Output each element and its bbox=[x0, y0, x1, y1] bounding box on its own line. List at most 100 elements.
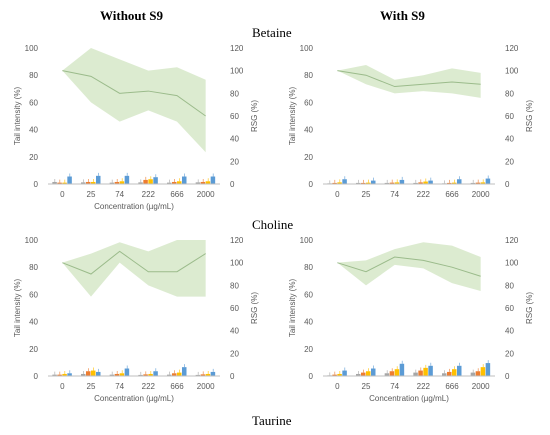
y2-tick-label: 0 bbox=[505, 180, 510, 189]
bar-orange bbox=[332, 374, 337, 376]
bar-orange bbox=[475, 182, 481, 184]
bar-gray bbox=[470, 182, 476, 184]
bar-orange bbox=[418, 182, 423, 184]
x-tick-label: 25 bbox=[87, 382, 96, 391]
bar-blue bbox=[153, 177, 158, 184]
y2-tick-label: 80 bbox=[230, 281, 239, 290]
chart-with-s9-betaine: 0 20 40 60 80 100 0 20 40 60 80 100 120 Tail intensit… bbox=[288, 44, 534, 199]
bar-yellow bbox=[366, 182, 371, 184]
col-header-with-s9: With S9 bbox=[380, 8, 425, 23]
bar-orange bbox=[143, 179, 148, 184]
bar-blue bbox=[67, 373, 72, 376]
y2-tick-label: 40 bbox=[505, 135, 514, 144]
x-tick-label: 2000 bbox=[197, 382, 215, 391]
bar-orange bbox=[389, 371, 395, 376]
bar-gray bbox=[195, 374, 201, 376]
y2-tick-label: 0 bbox=[230, 180, 235, 189]
y2-axis-label: RSG (%) bbox=[250, 100, 259, 132]
bar-blue bbox=[342, 370, 347, 376]
rsg-range-band bbox=[62, 48, 206, 153]
y2-tick-label: 60 bbox=[505, 304, 514, 313]
x-tick-label: 2000 bbox=[472, 190, 490, 199]
bar-orange bbox=[143, 374, 148, 376]
y-tick-label: 0 bbox=[309, 372, 314, 381]
x-tick-label: 25 bbox=[362, 190, 371, 199]
bar-yellow bbox=[337, 373, 342, 376]
bar-blue bbox=[210, 371, 216, 376]
y2-tick-label: 20 bbox=[230, 157, 239, 166]
y-tick-label: 60 bbox=[29, 290, 38, 299]
bar-blue bbox=[428, 180, 433, 184]
rsg-mean-line bbox=[62, 250, 206, 275]
bar-yellow bbox=[205, 373, 211, 376]
y-tick-label: 20 bbox=[29, 345, 38, 354]
y-tick-label: 60 bbox=[304, 98, 313, 107]
bar-gray bbox=[109, 374, 115, 376]
y2-tick-label: 120 bbox=[505, 44, 519, 53]
bar-gray bbox=[109, 182, 115, 184]
x-tick-label: 222 bbox=[417, 382, 431, 391]
y-axis-label: Tail intensity (%) bbox=[13, 279, 22, 338]
y-tick-label: 80 bbox=[304, 263, 313, 272]
bar-gray bbox=[384, 182, 390, 184]
bar-yellow bbox=[480, 182, 486, 184]
bar-gray bbox=[470, 372, 476, 376]
bar-orange bbox=[447, 371, 452, 376]
bar-blue bbox=[342, 179, 347, 184]
bar-gray bbox=[167, 182, 172, 184]
bar-orange bbox=[332, 182, 337, 184]
y-tick-label: 0 bbox=[34, 372, 39, 381]
bar-orange bbox=[361, 372, 366, 376]
bar-orange bbox=[86, 181, 91, 184]
bar-orange bbox=[475, 371, 481, 376]
bar-orange bbox=[418, 370, 423, 376]
y-tick-label: 60 bbox=[304, 290, 313, 299]
x-axis-label: Concentration (µg/mL) bbox=[369, 394, 449, 403]
bar-blue bbox=[485, 363, 491, 376]
bar-yellow bbox=[62, 182, 67, 184]
y2-axis-label: RSG (%) bbox=[525, 292, 534, 324]
bar-blue bbox=[96, 175, 101, 184]
bar-gray bbox=[442, 373, 447, 376]
bar-yellow bbox=[423, 367, 428, 376]
bar-yellow bbox=[177, 181, 182, 184]
x-tick-label: 0 bbox=[335, 382, 340, 391]
y2-tick-label: 20 bbox=[230, 349, 239, 358]
y2-tick-label: 20 bbox=[505, 349, 514, 358]
x-tick-label: 0 bbox=[60, 382, 65, 391]
row-header-taurine: Taurine bbox=[252, 413, 292, 428]
y2-tick-label: 80 bbox=[230, 89, 239, 98]
bar-gray bbox=[356, 182, 361, 184]
rsg-range-band bbox=[62, 240, 206, 297]
y2-tick-label: 40 bbox=[505, 327, 514, 336]
y2-tick-label: 60 bbox=[230, 304, 239, 313]
bar-yellow bbox=[148, 179, 153, 184]
bar-gray bbox=[81, 182, 86, 184]
bar-gray bbox=[138, 374, 143, 376]
y-tick-label: 80 bbox=[304, 71, 313, 80]
bar-orange bbox=[200, 374, 206, 376]
bar-blue bbox=[371, 180, 376, 184]
y-axis-label: Tail intensity (%) bbox=[13, 87, 22, 146]
y2-tick-label: 100 bbox=[230, 67, 244, 76]
bar-orange bbox=[361, 182, 366, 184]
y-tick-label: 0 bbox=[34, 180, 39, 189]
rsg-mean-line bbox=[337, 70, 481, 88]
y-tick-label: 80 bbox=[29, 71, 38, 80]
bar-orange bbox=[389, 182, 395, 184]
x-tick-label: 74 bbox=[115, 382, 124, 391]
x-tick-label: 666 bbox=[170, 382, 184, 391]
x-tick-label: 74 bbox=[390, 190, 399, 199]
bar-blue bbox=[182, 176, 187, 184]
x-tick-label: 0 bbox=[335, 190, 340, 199]
y2-tick-label: 60 bbox=[230, 112, 239, 121]
y-tick-label: 100 bbox=[300, 44, 314, 53]
bar-yellow bbox=[91, 181, 96, 184]
chart-without-s9-choline: 0 20 40 60 80 100 0 20 40 60 80 100 120 Tail intensit… bbox=[13, 236, 259, 403]
y-axis-label: Tail intensity (%) bbox=[288, 279, 297, 338]
bar-yellow bbox=[366, 371, 371, 376]
bar-yellow bbox=[394, 182, 400, 184]
y-tick-label: 40 bbox=[29, 126, 38, 135]
bar-yellow bbox=[119, 373, 125, 376]
row-header-choline: Choline bbox=[252, 217, 294, 232]
